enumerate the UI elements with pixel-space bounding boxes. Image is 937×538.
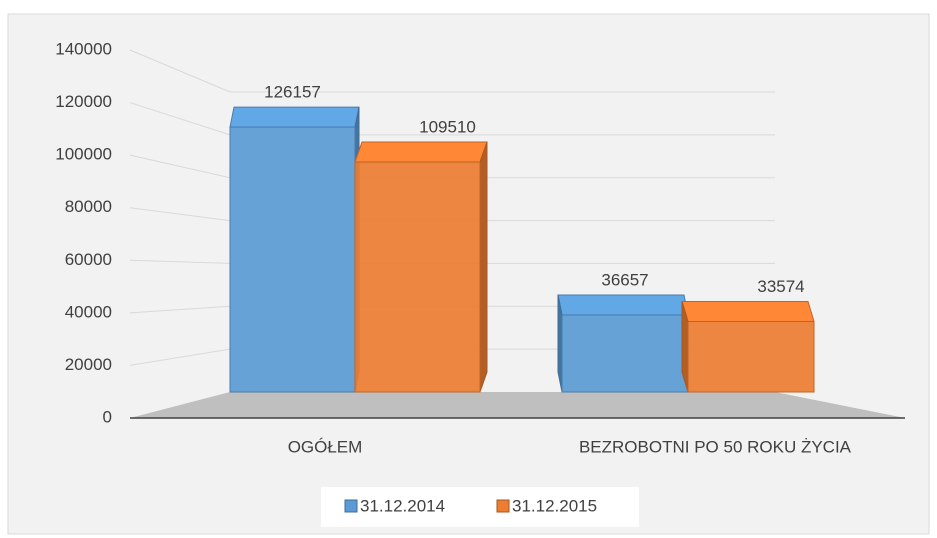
bar-front	[354, 161, 481, 393]
data-label: 109510	[419, 118, 476, 137]
legend-label: 31.12.2014	[360, 496, 445, 515]
legend-swatch	[344, 499, 358, 513]
bar-top	[681, 300, 815, 322]
y-tick-label: 40000	[65, 302, 112, 321]
legend-swatch	[496, 499, 510, 513]
bar	[229, 106, 360, 393]
y-tick-label: 80000	[65, 197, 112, 216]
bar-top	[557, 294, 689, 316]
y-tick-label: 60000	[65, 250, 112, 269]
bar-front	[561, 314, 689, 393]
bar-top	[229, 106, 360, 128]
legend-box	[321, 487, 639, 527]
bar-top	[354, 141, 488, 163]
legend-label: 31.12.2015	[512, 496, 597, 515]
grid-line	[129, 49, 775, 93]
x-tick-label: OGÓŁEM	[288, 437, 363, 456]
x-tick-label: BEZROBOTNI PO 50 ROKU ŻYCIA	[579, 437, 852, 456]
y-tick-label: 0	[103, 407, 112, 426]
y-tick-label: 120000	[55, 92, 112, 111]
bar	[681, 300, 815, 393]
y-tick-label: 100000	[55, 145, 112, 164]
data-label: 126157	[264, 83, 321, 102]
floor	[130, 392, 905, 418]
data-label: 36657	[601, 271, 648, 290]
y-tick-label: 20000	[65, 355, 112, 374]
data-label: 33574	[757, 277, 804, 296]
bar-front	[229, 126, 356, 393]
bar	[354, 141, 488, 393]
bar-side	[479, 141, 488, 393]
bar-side	[557, 294, 563, 393]
bar	[557, 294, 689, 393]
y-tick-label: 140000	[55, 39, 112, 58]
bar-front	[687, 320, 815, 393]
